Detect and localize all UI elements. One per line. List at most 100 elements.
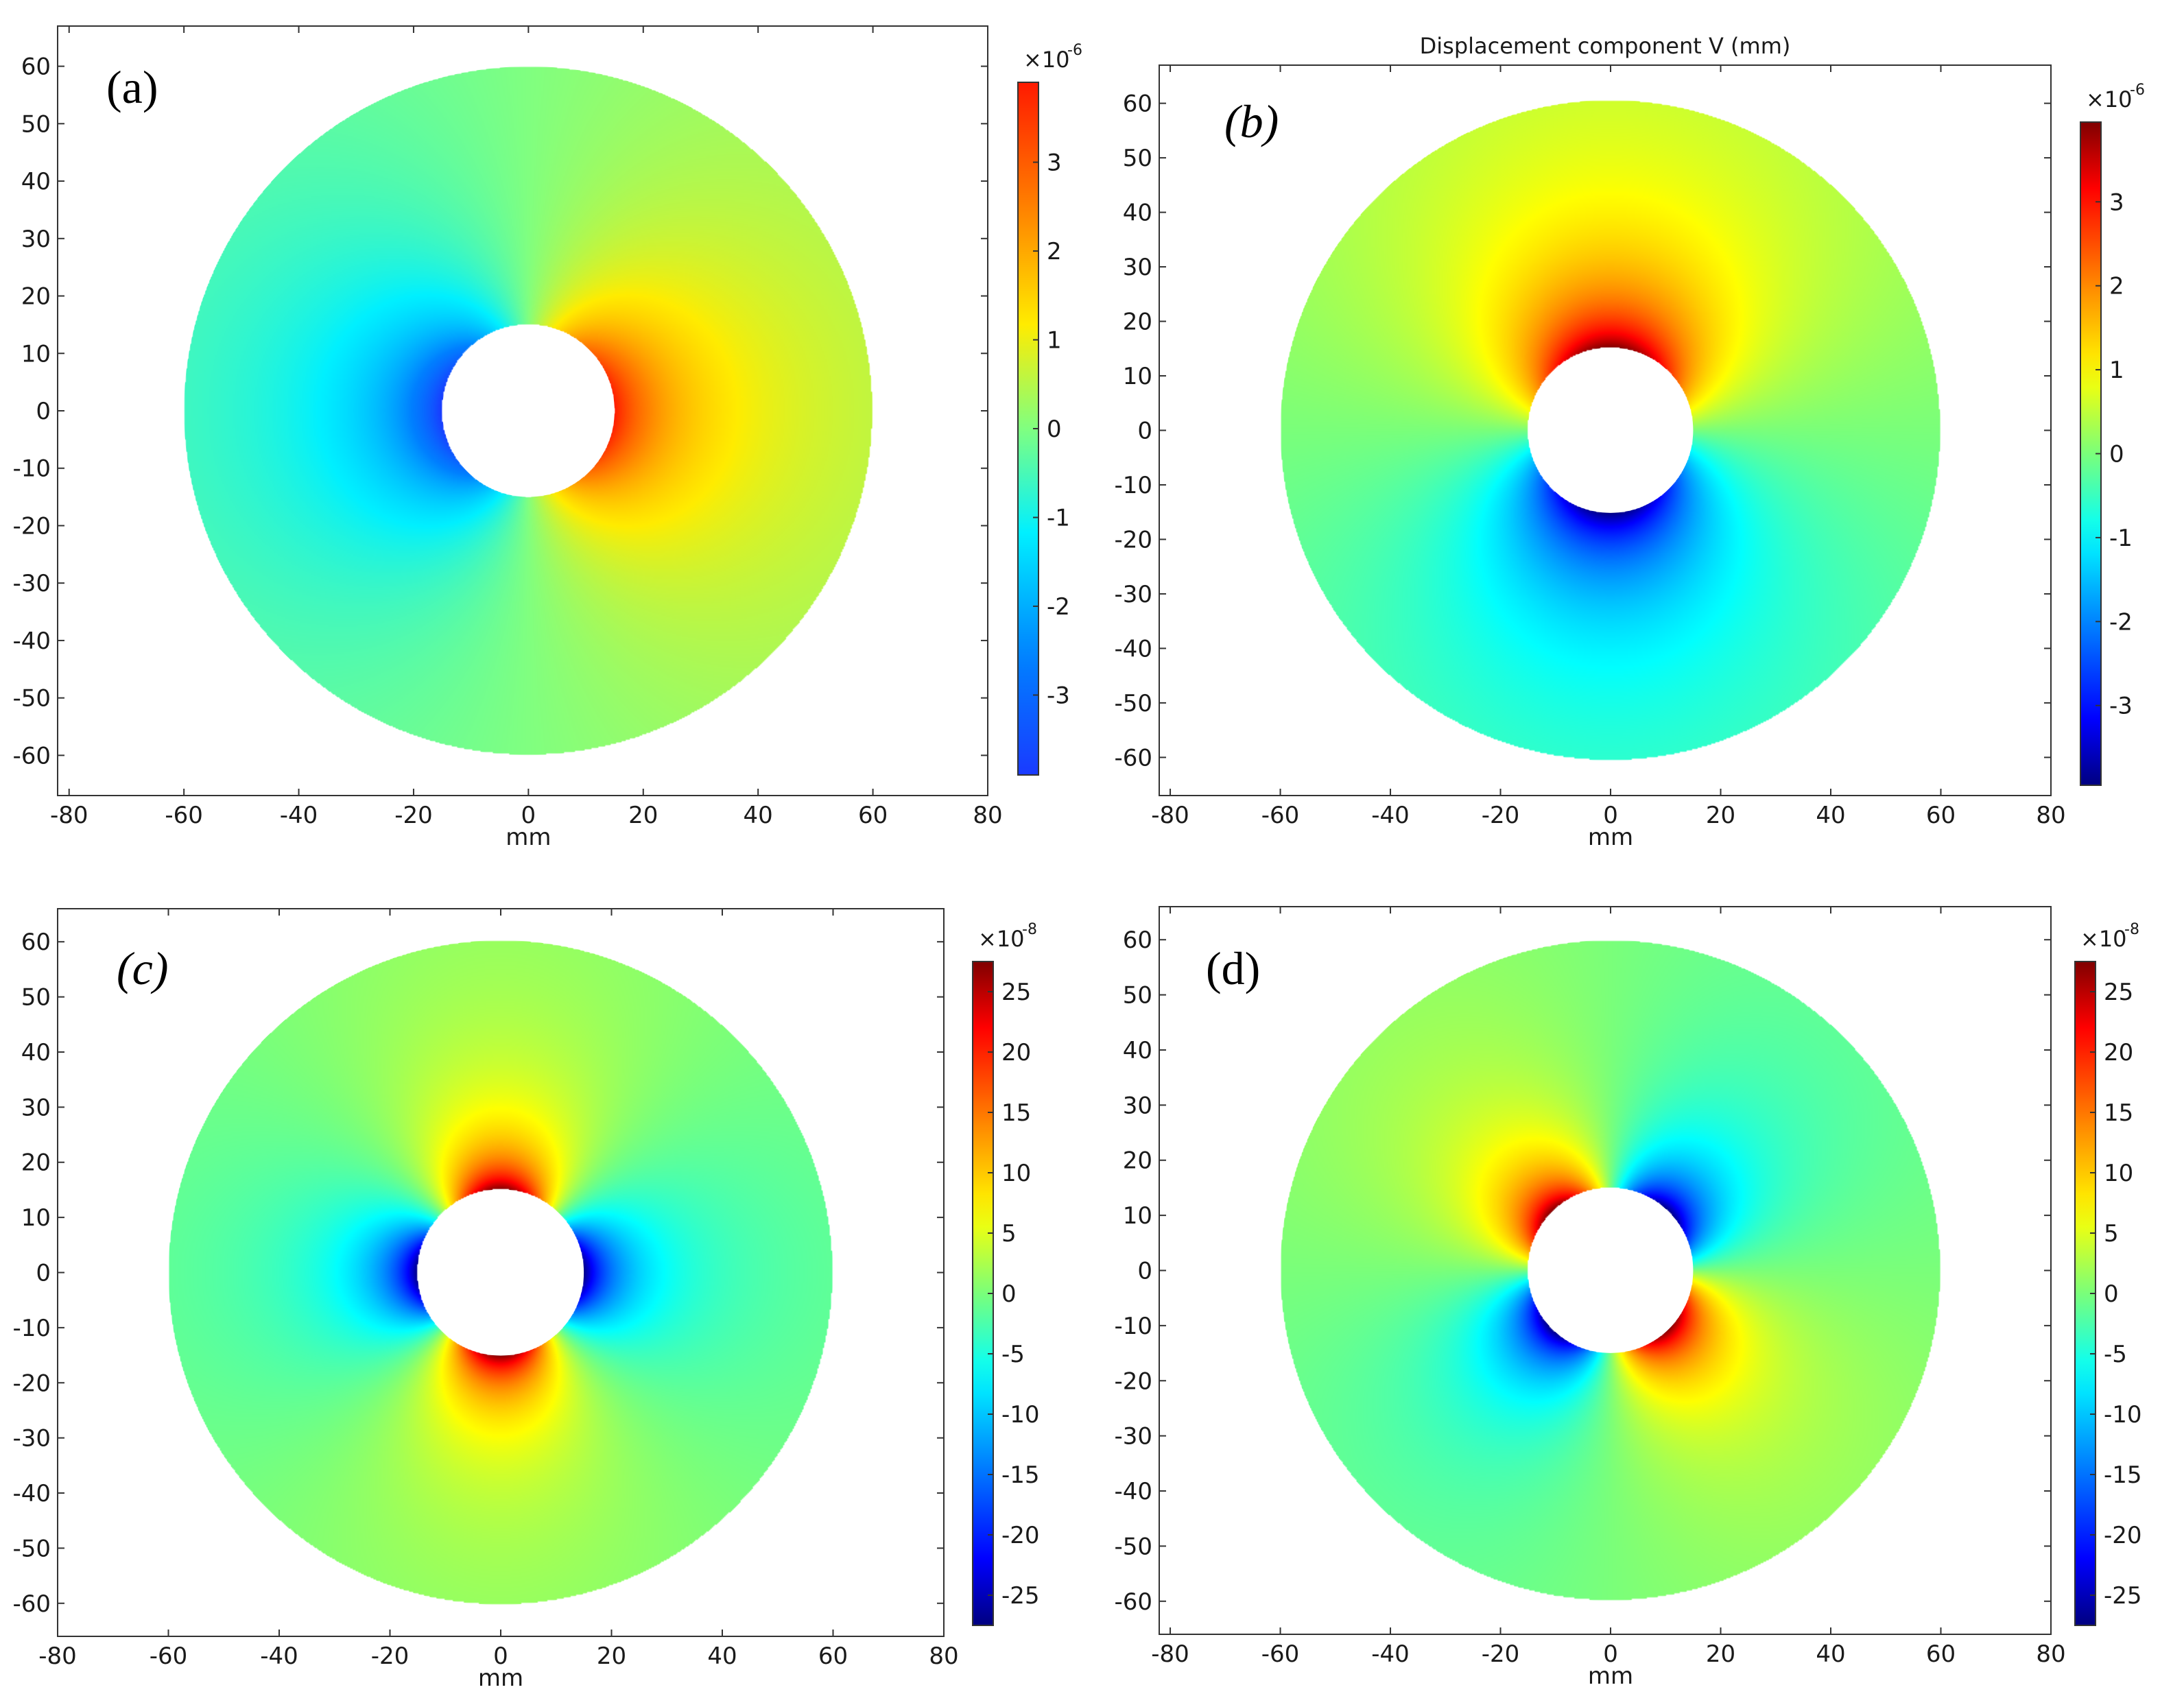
x-tick-label: 0 (521, 802, 536, 829)
y-tick-label: 50 (21, 984, 51, 1012)
y-tick-label: 10 (1123, 1202, 1152, 1230)
x-tick-label: 20 (628, 802, 658, 829)
y-tick-label: -10 (12, 1315, 51, 1342)
panel-label: (b) (1224, 95, 1279, 147)
x-tick-label: -80 (50, 802, 88, 829)
x-tick-label: -80 (1151, 802, 1189, 829)
colorbar-tick-label: -20 (1001, 1522, 1040, 1549)
colorbar-tick-label: 3 (1047, 150, 1062, 177)
colorbar-multiplier: ×10 (978, 926, 1025, 952)
colorbar-tick-label: -10 (2104, 1401, 2142, 1429)
colorbar-tick-label: -25 (1001, 1582, 1040, 1610)
x-tick-label: -80 (38, 1643, 77, 1670)
y-tick-label: -40 (12, 628, 51, 655)
y-tick-label: 30 (1123, 254, 1152, 281)
y-tick-label: 50 (21, 110, 51, 138)
y-tick-label: 0 (1137, 1258, 1152, 1285)
colorbar-tick-label: 10 (2104, 1160, 2133, 1187)
colorbar-tick-label: -25 (2104, 1582, 2142, 1610)
x-tick-label: 0 (1603, 1640, 1618, 1668)
colorbar-tick-label: -1 (1047, 504, 1070, 532)
y-tick-label: 0 (1137, 418, 1152, 445)
y-tick-label: -30 (12, 570, 51, 597)
colorbar-tick-label: -15 (2104, 1461, 2142, 1489)
x-tick-label: -40 (1371, 1640, 1410, 1668)
panel-2: -80 -60 -40 -20 0 20 40 60 806050403020100-10-20… (1114, 33, 2144, 851)
x-tick-label: 0 (1603, 802, 1618, 829)
y-tick-label: 50 (1123, 982, 1152, 1010)
colorbar-multiplier: ×10 (2086, 86, 2133, 112)
y-tick-label: 40 (1123, 200, 1152, 227)
colorbar-tick-label: -2 (2109, 608, 2133, 636)
x-tick-label: 40 (744, 802, 773, 829)
colorbar-exponent: -8 (2124, 921, 2139, 938)
y-tick-label: 30 (1123, 1092, 1152, 1119)
panel-4: -80 -60 -40 -20 0 20 40 60 806050403020100-10-20… (1114, 906, 2142, 1690)
y-tick-label: -20 (1114, 526, 1152, 553)
y-tick-label: 30 (21, 226, 51, 253)
y-tick-label: -60 (12, 1590, 51, 1618)
x-tick-label: -60 (150, 1643, 188, 1670)
y-tick-label: -60 (12, 742, 51, 769)
x-tick-label: 20 (1706, 1640, 1735, 1668)
y-tick-label: -60 (1114, 1588, 1152, 1616)
colorbar-tick-label: 5 (1001, 1220, 1017, 1248)
x-tick-label: -20 (394, 802, 433, 829)
x-tick-label: -20 (1482, 802, 1520, 829)
y-tick-label: 10 (21, 340, 51, 368)
colorbar-tick-label: 2 (2109, 273, 2124, 300)
colorbar-tick-label: -3 (2109, 693, 2133, 720)
panel-3: -80 -60 -40 -20 0 20 40 60 806050403020100-10-20… (12, 908, 1040, 1692)
x-tick-label: 0 (493, 1643, 508, 1670)
colorbar-tick-label: 20 (2104, 1039, 2133, 1066)
colorbar-tick-label: 5 (2104, 1220, 2119, 1248)
x-tick-label: 80 (2036, 1640, 2065, 1668)
colorbar-exponent: -6 (2130, 82, 2145, 99)
y-tick-label: -60 (1114, 744, 1152, 772)
colorbar (972, 961, 994, 1626)
x-tick-label: 60 (818, 1643, 848, 1670)
colorbar-exponent: -8 (1022, 921, 1037, 938)
y-tick-label: 60 (1123, 927, 1152, 954)
colorbar-tick-label: 1 (2109, 357, 2124, 384)
y-tick-label: -20 (12, 1370, 51, 1397)
field-heatmap (184, 66, 873, 756)
colorbar-tick-label: -5 (2104, 1341, 2127, 1368)
colorbar-tick-label: 1 (1047, 327, 1062, 355)
colorbar-tick-label: -5 (1001, 1341, 1025, 1368)
x-tick-label: 60 (1926, 802, 1956, 829)
colorbar-tick-label: -10 (1001, 1401, 1040, 1429)
y-tick-label: -10 (1114, 472, 1152, 499)
x-axis-label: mm (506, 824, 551, 851)
colorbar-tick-label: 10 (1001, 1160, 1031, 1187)
y-tick-label: -10 (12, 455, 51, 483)
y-tick-label: -50 (12, 685, 51, 713)
colorbar-tick-label: 0 (2104, 1280, 2119, 1308)
y-tick-label: 40 (21, 168, 51, 195)
x-tick-label: -20 (371, 1643, 410, 1670)
x-tick-label: 80 (929, 1643, 958, 1670)
y-tick-label: -30 (1114, 1423, 1152, 1451)
colorbar-tick-label: -1 (2109, 525, 2133, 552)
y-tick-label: -20 (1114, 1368, 1152, 1395)
x-tick-label: -60 (165, 802, 203, 829)
colorbar-tick-label: -15 (1001, 1461, 1040, 1489)
colorbar-exponent: -6 (1067, 42, 1082, 59)
colorbar-multiplier: ×10 (1023, 47, 1070, 73)
x-tick-label: 20 (1706, 802, 1735, 829)
panel-label: (a) (106, 61, 158, 113)
colorbar-tick-label: -3 (1047, 682, 1070, 709)
y-tick-label: 10 (21, 1204, 51, 1232)
x-tick-label: 60 (858, 802, 888, 829)
colorbar-tick-label: 15 (1001, 1099, 1031, 1127)
y-tick-label: -40 (12, 1480, 51, 1507)
y-tick-label: -30 (1114, 581, 1152, 608)
y-tick-label: -40 (1114, 635, 1152, 662)
colorbar-tick-label: 25 (2104, 979, 2133, 1006)
colorbar-tick-label: -2 (1047, 593, 1070, 621)
x-tick-label: -40 (260, 1643, 298, 1670)
y-tick-label: -50 (1114, 1533, 1152, 1560)
y-tick-label: 0 (36, 1260, 51, 1287)
x-tick-label: -40 (1371, 802, 1410, 829)
